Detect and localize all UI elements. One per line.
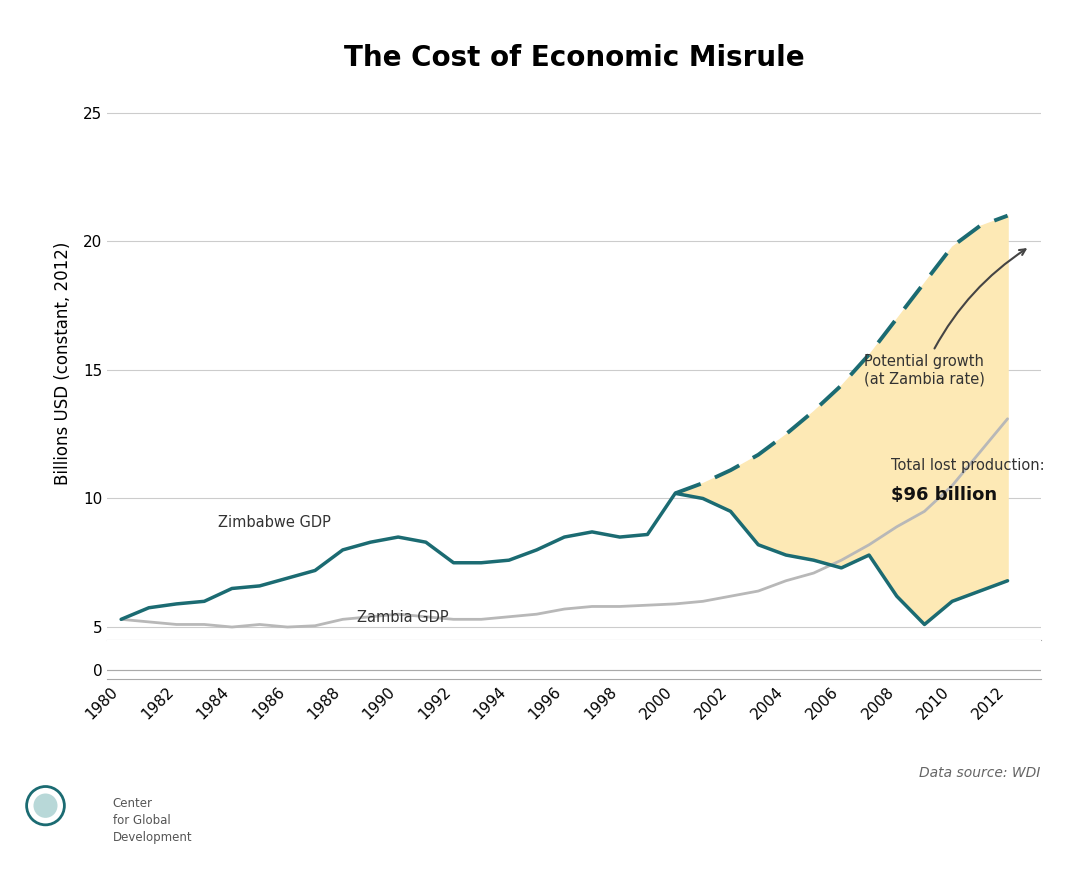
Text: The Cost of Economic Misrule: The Cost of Economic Misrule <box>343 44 805 71</box>
Text: Potential growth
(at Zambia rate): Potential growth (at Zambia rate) <box>864 249 1026 386</box>
Text: Total lost production:: Total lost production: <box>892 458 1045 473</box>
Circle shape <box>33 793 58 818</box>
Text: Center
for Global
Development: Center for Global Development <box>113 797 192 844</box>
Y-axis label: Billions USD (constant, 2012): Billions USD (constant, 2012) <box>54 242 72 485</box>
Text: $96 billion: $96 billion <box>892 486 997 503</box>
Text: Zambia GDP: Zambia GDP <box>356 611 449 625</box>
Text: Data source: WDI: Data source: WDI <box>920 766 1041 780</box>
Text: Zimbabwe GDP: Zimbabwe GDP <box>218 515 330 530</box>
